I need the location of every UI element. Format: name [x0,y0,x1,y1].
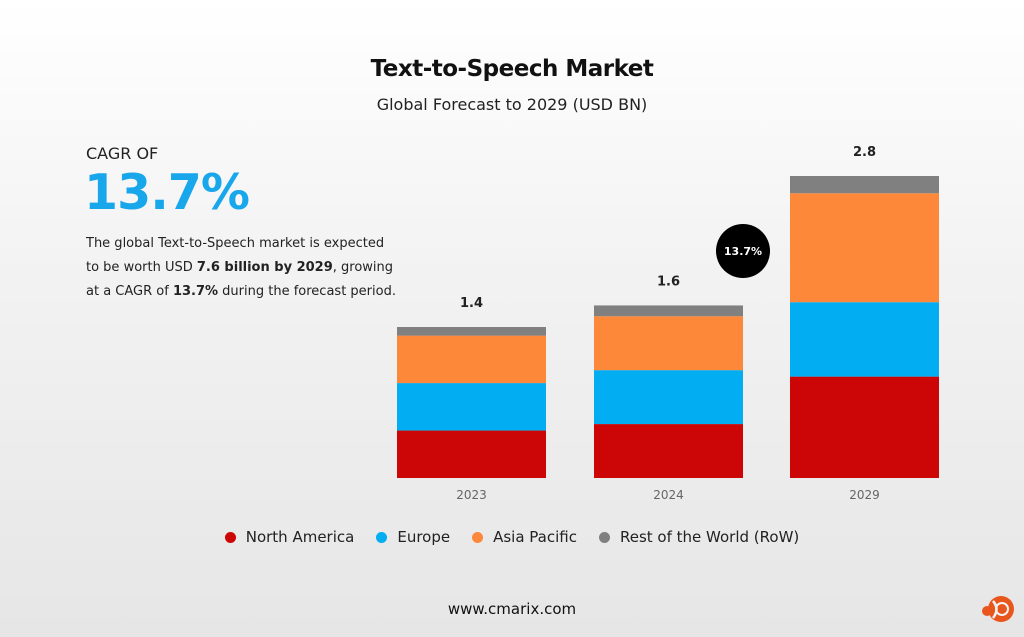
legend-item: Asia Pacific [472,528,577,546]
bar-segment-2023-0 [397,430,546,478]
chart-title: Text-to-Speech Market [370,56,654,82]
bar-segment-2024-3 [594,305,743,317]
x-tick-label-2029: 2029 [849,488,880,502]
cmarix-logo-icon [982,596,1014,622]
bar-segment-2029-3 [790,176,939,194]
legend-dot-icon [376,531,388,543]
legend-label: Europe [397,528,451,546]
cagr-label: CAGR OF [86,144,159,163]
bar-segment-2024-2 [594,316,743,371]
legend: North America Europe Asia Pacific Rest of t… [0,528,1024,546]
total-label-2023: 1.4 [460,296,483,311]
legend-item: North America [224,528,355,546]
cagr-value: 13.7% [84,164,250,221]
legend-label: Asia Pacific [493,528,577,546]
legend-item: Rest of the World (RoW) [598,528,800,546]
bar-segment-2023-2 [397,335,546,384]
legend-dot-icon [224,531,236,543]
legend-label: North America [245,528,355,546]
bar-segment-2024-1 [594,370,743,425]
legend-dot-icon [472,531,484,543]
x-tick-label-2024: 2024 [653,488,684,502]
bar-segment-2029-1 [790,302,939,377]
desc-text: The global Text-to-Speech market is expe… [86,236,385,275]
desc-text: during the forecast period. [218,284,396,299]
website-url: www.cmarix.com [447,600,577,618]
cagr-bubble-label: 13.7% [724,245,762,258]
bar-segment-2023-1 [397,383,546,431]
legend-dot-icon [598,531,610,543]
bar-segment-2023-3 [397,327,546,336]
legend-label: Rest of the World (RoW) [619,528,800,546]
desc-bold-cagr: 13.7% [172,284,219,299]
desc-text: , growing at a CAGR of [86,260,394,299]
x-tick-label-2023: 2023 [456,488,487,502]
bar-segment-2029-2 [790,193,939,303]
legend-item: Europe [376,528,450,546]
bar-segment-2029-0 [790,376,939,478]
desc-bold-value: 7.6 billion by 2029 [196,260,333,275]
market-description: The global Text-to-Speech market is expe… [86,232,396,304]
total-label-2024: 1.6 [657,274,680,289]
chart-subtitle: Global Forecast to 2029 (USD BN) [376,95,648,114]
bar-segment-2024-0 [594,424,743,478]
cagr-bubble [716,224,770,278]
total-label-2029: 2.8 [853,145,876,160]
